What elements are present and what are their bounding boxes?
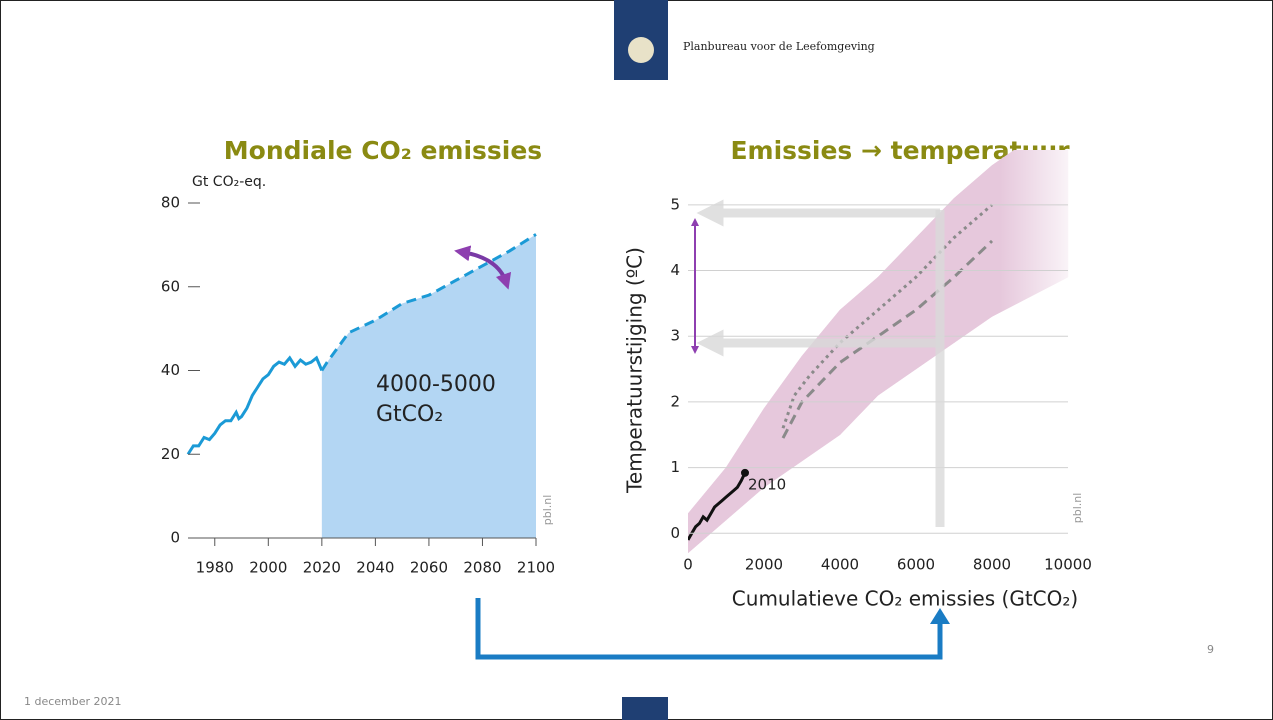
uncertainty-arrow	[454, 245, 512, 290]
y-tick-label: 5	[670, 195, 680, 213]
y-axis-label: Gt CO₂-eq.	[192, 174, 266, 190]
logo-emblem	[628, 37, 654, 63]
y-tick-label: 80	[161, 194, 180, 212]
footer-block	[622, 697, 668, 720]
annotation: GtCO₂	[376, 402, 443, 427]
date: 1 december 2021	[24, 695, 122, 708]
x-tick-label: 2000	[249, 559, 287, 577]
line	[186, 355, 324, 456]
end-point	[741, 468, 749, 477]
connector-head	[930, 608, 950, 624]
y-tick-label: 0	[670, 524, 680, 542]
y-tick-label: 1	[670, 458, 680, 476]
x-tick-label: 10000	[1044, 556, 1092, 574]
x-tick-label: 4000	[821, 556, 859, 574]
x-tick-label: 8000	[973, 556, 1011, 574]
y-tick-label: 3	[670, 327, 680, 345]
y-tick-label: 20	[161, 445, 180, 463]
x-tick-label: 1980	[196, 559, 234, 577]
x-tick-label: 6000	[897, 556, 935, 574]
y-axis-label: Temperatuurstijging (ºC)	[623, 247, 647, 494]
annotation: 4000-5000	[376, 372, 496, 397]
y-tick-label: 40	[161, 361, 180, 379]
x-tick-label: 2100	[517, 559, 555, 577]
y-tick-label: 2	[670, 392, 680, 410]
y-tick-label: 4	[670, 261, 680, 279]
y-tick-label: 0	[170, 529, 180, 547]
source: pbl.nl	[541, 495, 554, 526]
x-tick-label: 2060	[410, 559, 448, 577]
page-number: 9	[1207, 643, 1214, 656]
line	[688, 472, 747, 541]
source: pbl.nl	[1071, 493, 1084, 524]
y-tick-label: 60	[161, 277, 180, 295]
connector	[475, 598, 943, 660]
x-tick-label: 0	[683, 556, 693, 574]
x-tick-label: 2020	[303, 559, 341, 577]
x-tick-label: 2000	[745, 556, 783, 574]
chart-title: Mondiale CO₂ emissies	[224, 136, 542, 165]
x-tick-label: 2080	[463, 559, 501, 577]
annotation: 2010	[748, 476, 786, 494]
area	[321, 234, 536, 538]
organisation: Planbureau voor de Leefomgeving	[683, 40, 875, 53]
x-axis-label: Cumulatieve CO₂ emissies (GtCO₂)	[732, 587, 1078, 611]
x-tick-label: 2040	[356, 559, 394, 577]
